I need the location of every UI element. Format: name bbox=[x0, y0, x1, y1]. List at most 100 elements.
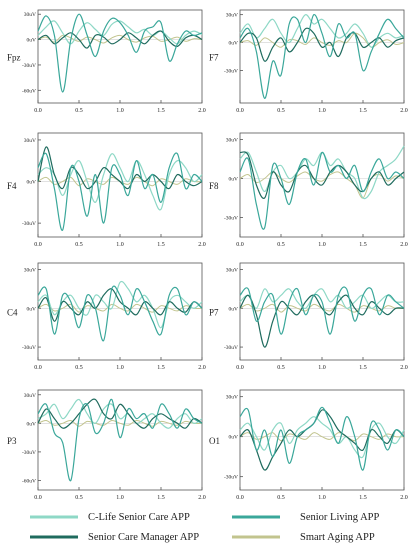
series-line-senior-care-manager-app bbox=[37, 146, 203, 190]
x-tick-label: 0.0 bbox=[236, 108, 244, 114]
y-tick-label: -30uV bbox=[22, 63, 36, 69]
x-tick-label: 1.5 bbox=[359, 365, 367, 371]
series-line-senior-living-app bbox=[239, 406, 405, 471]
y-tick-label: 0uV bbox=[27, 306, 37, 312]
x-tick-label: 2.0 bbox=[400, 242, 408, 248]
panel-f7: 30uV 0uV -30uV 0.0 0.5 1.0 1.5 2.0 F7 bbox=[209, 9, 408, 114]
series-line-senior-living-app bbox=[239, 286, 405, 335]
channel-label: F8 bbox=[209, 181, 219, 191]
y-tick-label: 0uV bbox=[229, 177, 239, 183]
panel-o1: 30uV 0uV -30uV 0.0 0.5 1.0 1.5 2.0 O1 bbox=[209, 389, 408, 501]
legend-label: C-Life Senior Care APP bbox=[88, 512, 190, 523]
y-tick-label: 30uV bbox=[24, 393, 36, 399]
series-line-smart-aging-app bbox=[239, 32, 405, 48]
y-tick-label: -30uV bbox=[22, 450, 36, 456]
series-line-senior-care-manager-app bbox=[239, 151, 405, 199]
x-tick-label: 2.0 bbox=[400, 365, 408, 371]
series-line-smart-aging-app bbox=[37, 303, 203, 313]
series-line-senior-living-app bbox=[37, 398, 203, 482]
legend: C-Life Senior Care APP Senior Living APP S… bbox=[30, 512, 380, 543]
panel-c4: 30uV 0uV -30uV 0.0 0.5 1.0 1.5 2.0 C4 bbox=[7, 262, 206, 371]
x-tick-label: 0.5 bbox=[75, 495, 83, 501]
x-tick-label: 0.0 bbox=[34, 242, 42, 248]
channel-label: P7 bbox=[209, 308, 219, 318]
series-line-c-life-senior-care-app bbox=[37, 153, 203, 211]
y-tick-label: 30uV bbox=[226, 138, 238, 144]
series-line-senior-care-manager-app bbox=[37, 30, 203, 49]
x-tick-label: 0.5 bbox=[75, 365, 83, 371]
legend-label: Senior Living APP bbox=[300, 512, 380, 523]
y-tick-label: 30uV bbox=[24, 138, 36, 144]
panel-f8: 30uV 0uV -30uV 0.0 0.5 1.0 1.5 2.0 F8 bbox=[209, 132, 408, 248]
panel-frame bbox=[239, 389, 405, 491]
x-tick-label: 2.0 bbox=[198, 108, 206, 114]
x-tick-label: 1.5 bbox=[359, 108, 367, 114]
series-line-c-life-senior-care-app bbox=[37, 281, 203, 329]
y-tick-label: 0uV bbox=[229, 41, 239, 47]
x-tick-label: 1.5 bbox=[359, 242, 367, 248]
panel-frame bbox=[239, 262, 405, 361]
channel-label: P3 bbox=[7, 436, 17, 446]
x-tick-label: 0.0 bbox=[236, 365, 244, 371]
x-tick-label: 1.0 bbox=[318, 108, 326, 114]
x-tick-label: 0.5 bbox=[75, 108, 83, 114]
y-tick-label: -30uV bbox=[224, 345, 238, 351]
y-tick-label: -30uV bbox=[22, 345, 36, 351]
panel-f4: 30uV 0uV -30uV 0.0 0.5 1.0 1.5 2.0 F4 bbox=[7, 132, 206, 248]
y-tick-label: -60uV bbox=[22, 478, 36, 484]
y-tick-label: -30uV bbox=[224, 475, 238, 481]
y-tick-label: 0uV bbox=[27, 38, 37, 44]
y-tick-label: 30uV bbox=[226, 13, 238, 19]
series-line-senior-living-app bbox=[37, 152, 203, 231]
x-tick-label: 0.5 bbox=[277, 365, 285, 371]
x-tick-label: 1.0 bbox=[116, 495, 124, 501]
x-tick-label: 0.0 bbox=[236, 242, 244, 248]
x-tick-label: 0.0 bbox=[34, 365, 42, 371]
series-line-senior-living-app bbox=[37, 13, 203, 93]
series-line-senior-care-manager-app bbox=[37, 288, 203, 322]
x-tick-label: 0.0 bbox=[34, 495, 42, 501]
series-line-senior-living-app bbox=[37, 285, 203, 342]
channel-label: Fpz bbox=[7, 53, 21, 63]
x-tick-label: 0.5 bbox=[277, 242, 285, 248]
y-tick-label: -30uV bbox=[224, 68, 238, 74]
series-line-c-life-senior-care-app bbox=[37, 20, 203, 45]
x-tick-label: 1.5 bbox=[359, 495, 367, 501]
y-tick-label: -30uV bbox=[224, 216, 238, 222]
y-tick-label: 30uV bbox=[226, 395, 238, 401]
x-tick-label: 1.0 bbox=[318, 365, 326, 371]
series-line-smart-aging-app bbox=[239, 171, 405, 199]
y-tick-label: -30uV bbox=[22, 221, 36, 227]
panel-fpz: 30uV 0uV -30uV -60uV 0.0 0.5 1.0 1.5 2.0 Fpz bbox=[7, 9, 206, 114]
series-line-senior-care-manager-app bbox=[239, 409, 405, 471]
series-line-senior-care-manager-app bbox=[37, 398, 203, 429]
x-tick-label: 1.5 bbox=[157, 495, 165, 501]
y-tick-label: 0uV bbox=[27, 421, 37, 427]
x-tick-label: 1.5 bbox=[157, 365, 165, 371]
x-tick-label: 2.0 bbox=[198, 242, 206, 248]
channel-label: F7 bbox=[209, 53, 219, 63]
series-line-c-life-senior-care-app bbox=[239, 416, 405, 459]
x-tick-label: 2.0 bbox=[198, 365, 206, 371]
x-tick-label: 1.0 bbox=[116, 365, 124, 371]
x-tick-label: 1.0 bbox=[116, 242, 124, 248]
panel-frame bbox=[37, 262, 203, 361]
y-tick-label: 0uV bbox=[27, 180, 37, 186]
panel-frame bbox=[37, 389, 203, 491]
x-tick-label: 0.0 bbox=[34, 108, 42, 114]
series-line-senior-living-app bbox=[239, 14, 405, 99]
x-tick-label: 1.0 bbox=[318, 495, 326, 501]
legend-label: Smart Aging APP bbox=[300, 532, 375, 543]
x-tick-label: 0.5 bbox=[75, 242, 83, 248]
panel-p3: 30uV 0uV -30uV -60uV 0.0 0.5 1.0 1.5 2.0 P3 bbox=[7, 389, 206, 501]
x-tick-label: 2.0 bbox=[400, 495, 408, 501]
y-tick-label: 30uV bbox=[24, 12, 36, 18]
x-tick-label: 0.5 bbox=[277, 495, 285, 501]
y-tick-label: 30uV bbox=[24, 267, 36, 273]
series-line-c-life-senior-care-app bbox=[239, 288, 405, 310]
x-tick-label: 1.0 bbox=[116, 108, 124, 114]
x-tick-label: 0.5 bbox=[277, 108, 285, 114]
x-tick-label: 2.0 bbox=[198, 495, 206, 501]
y-tick-label: -60uV bbox=[22, 88, 36, 94]
